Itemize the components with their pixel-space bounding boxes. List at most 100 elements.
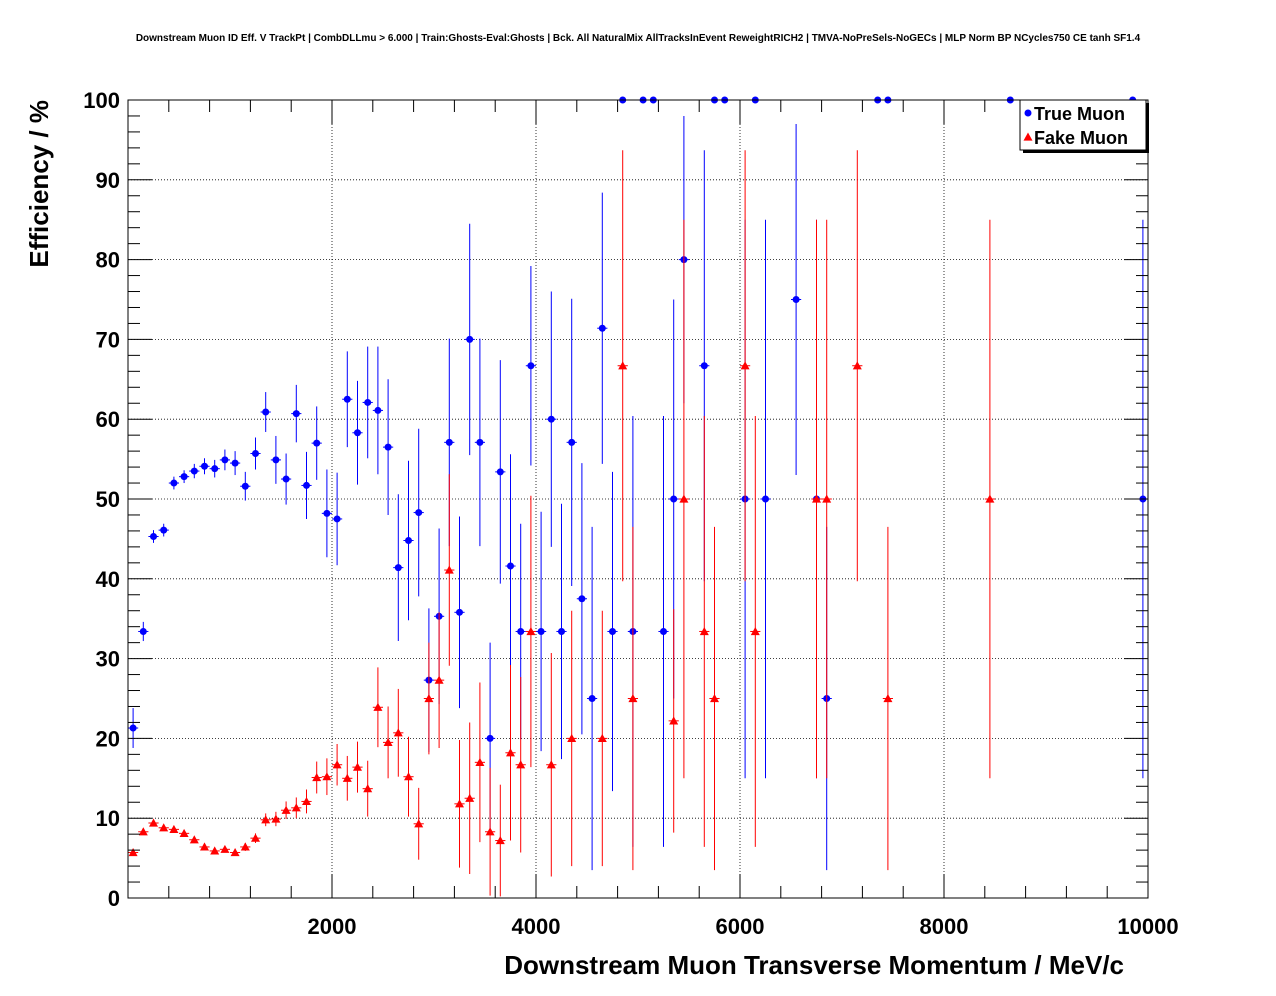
data-point xyxy=(517,627,525,635)
y-tick-label: 20 xyxy=(96,726,120,751)
data-point xyxy=(231,459,239,467)
data-point xyxy=(740,361,750,370)
data-point xyxy=(190,467,198,475)
data-point xyxy=(303,481,310,489)
data-point xyxy=(251,833,260,842)
data-point xyxy=(128,848,138,857)
data-point xyxy=(628,694,638,703)
data-point xyxy=(138,827,148,836)
data-point xyxy=(210,846,220,855)
data-point xyxy=(261,815,271,824)
legend-label: True Muon xyxy=(1034,104,1125,124)
data-point xyxy=(670,495,678,503)
data-point xyxy=(149,818,158,827)
y-tick-label: 90 xyxy=(96,168,120,193)
data-point xyxy=(384,443,392,451)
data-point xyxy=(424,694,434,703)
data-point xyxy=(618,361,628,370)
data-point xyxy=(699,626,709,636)
data-point xyxy=(405,536,412,544)
data-point xyxy=(230,848,240,857)
data-point xyxy=(262,408,270,416)
data-point xyxy=(393,728,403,737)
data-point xyxy=(354,429,361,437)
data-point xyxy=(159,823,169,832)
legend-marker xyxy=(1024,109,1032,117)
data-point xyxy=(302,796,311,806)
data-point xyxy=(455,799,464,808)
data-point xyxy=(221,456,229,464)
data-point xyxy=(415,509,423,517)
chart-title: Downstream Muon ID Eff. V TrackPt | Comb… xyxy=(135,33,1141,44)
data-point xyxy=(495,836,505,845)
data-point xyxy=(852,361,862,370)
data-point xyxy=(160,526,168,534)
data-point xyxy=(506,748,515,757)
legend-label: Fake Muon xyxy=(1034,128,1128,148)
data-point xyxy=(333,515,341,523)
data-point xyxy=(444,565,454,574)
legend-marker xyxy=(1023,132,1033,141)
data-point xyxy=(609,627,616,635)
data-point xyxy=(322,772,332,781)
data-point xyxy=(282,475,290,483)
data-point xyxy=(240,842,250,851)
data-point xyxy=(485,827,495,836)
data-point xyxy=(180,473,188,481)
axis-ticks xyxy=(128,99,1149,899)
data-point xyxy=(363,784,373,793)
y-tick-label: 70 xyxy=(96,327,120,352)
data-point xyxy=(558,627,565,635)
data-point xyxy=(466,335,474,343)
y-tick-label: 30 xyxy=(96,647,120,672)
data-point xyxy=(762,495,769,503)
data-point xyxy=(170,479,178,487)
legend: True Muon Fake Muon xyxy=(1019,99,1149,153)
data-point xyxy=(323,509,331,517)
x-tick-label: 2000 xyxy=(308,914,357,939)
y-tick-label: 60 xyxy=(96,407,120,432)
y-tick-label: 80 xyxy=(96,248,120,273)
data-point xyxy=(139,627,147,635)
data-point xyxy=(598,324,606,332)
data-point xyxy=(374,406,382,414)
data-point xyxy=(475,757,485,766)
y-tick-label: 0 xyxy=(108,886,120,911)
y-tick-label: 100 xyxy=(83,88,120,113)
data-point xyxy=(271,814,281,823)
data-point xyxy=(252,450,259,458)
data-point xyxy=(660,627,667,635)
y-tick-label: 40 xyxy=(96,567,120,592)
data-point xyxy=(169,824,179,833)
data-point xyxy=(883,694,893,703)
tick-labels: 0 10 20 30 40 50 60 70 80 90 100 2000 4000 6000 8000 10… xyxy=(83,88,1178,939)
data-point xyxy=(150,533,157,541)
data-point xyxy=(312,773,322,782)
legend-box xyxy=(1019,99,1147,151)
data-point xyxy=(812,494,821,503)
data-point xyxy=(496,468,504,476)
data-point xyxy=(342,773,352,782)
data-point xyxy=(281,805,291,814)
data-point xyxy=(679,494,689,503)
data-point xyxy=(364,398,372,406)
y-tick-label: 50 xyxy=(96,487,120,512)
data-point xyxy=(211,465,219,473)
data-point xyxy=(456,608,463,616)
x-axis-title: Downstream Muon Transverse Momentum / Me… xyxy=(504,950,1124,980)
data-point xyxy=(546,760,556,769)
x-tick-label: 6000 xyxy=(716,914,765,939)
data-point xyxy=(516,760,526,769)
data-point xyxy=(669,716,679,725)
data-point xyxy=(822,494,832,503)
data-point xyxy=(383,737,393,746)
data-point xyxy=(588,695,596,702)
data-point xyxy=(332,760,342,769)
data-point xyxy=(129,724,137,732)
data-point xyxy=(567,733,577,742)
data-point xyxy=(527,362,535,370)
data-point xyxy=(201,462,208,470)
data-point xyxy=(272,456,280,464)
data-point xyxy=(578,595,586,603)
